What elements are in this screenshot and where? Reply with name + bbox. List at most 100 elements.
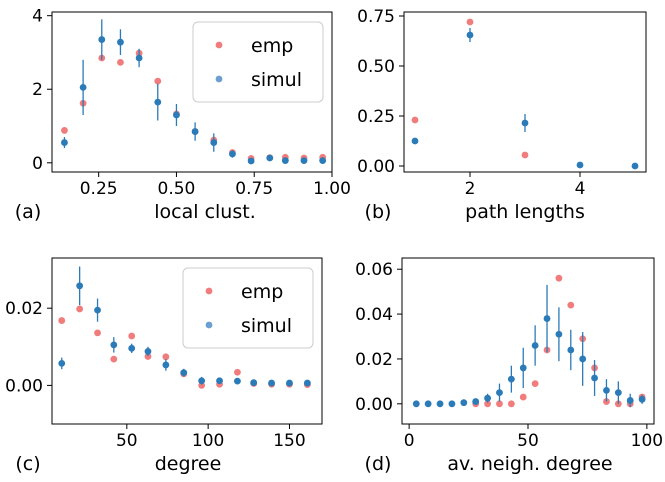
simul-point xyxy=(591,374,598,382)
simul-point xyxy=(210,139,218,146)
simul-point xyxy=(234,377,241,385)
x-axis-label: degree xyxy=(155,453,222,475)
simul-point xyxy=(466,31,474,39)
simul-point xyxy=(411,137,419,145)
simul-point xyxy=(79,84,87,91)
simul-point xyxy=(614,389,622,396)
emp-point xyxy=(128,332,136,340)
emp-point xyxy=(76,305,84,313)
simul-point xyxy=(117,38,124,46)
simul-point xyxy=(626,397,634,404)
y-tick-label: 4 xyxy=(32,7,43,27)
panel-b: 2 4 0.00 0.25 0.50 0.75 path lengths (b) xyxy=(357,7,647,223)
y-tick-label: 0 xyxy=(32,154,43,174)
simul-point xyxy=(436,400,444,408)
y-tick-label: 0.02 xyxy=(355,350,393,370)
x-tick-label: 50 xyxy=(116,431,138,451)
x-tick-label: 100 xyxy=(631,431,663,451)
x-tick-label: 50 xyxy=(517,431,539,451)
simul-point xyxy=(300,157,308,164)
simul-point xyxy=(579,355,587,363)
simul-point xyxy=(519,364,527,372)
emp-point xyxy=(496,400,503,408)
simul-point xyxy=(319,157,327,164)
legend-box xyxy=(192,21,324,103)
legend-label-emp: emp xyxy=(241,281,283,303)
simul-point xyxy=(110,341,118,349)
emp-point xyxy=(555,274,563,282)
simul-point xyxy=(98,36,106,43)
plot-frame xyxy=(401,257,655,425)
emp-point xyxy=(519,393,527,401)
x-axis-label: path lengths xyxy=(465,201,585,223)
y-tick-label: 0.00 xyxy=(5,376,43,396)
panel-label: (d) xyxy=(365,453,392,475)
simul-point xyxy=(303,379,311,387)
simul-point xyxy=(216,377,223,385)
simul-point xyxy=(496,389,503,396)
simul-point xyxy=(555,330,563,338)
simul-point xyxy=(638,395,646,403)
simul-point xyxy=(448,400,456,408)
plot-frame xyxy=(51,11,333,173)
simul-point xyxy=(191,128,199,135)
simul-point xyxy=(460,399,468,407)
x-tick-label: 100 xyxy=(192,431,224,451)
simul-point xyxy=(412,400,420,408)
simul-point xyxy=(521,119,529,127)
simul-point xyxy=(180,369,188,377)
simul-point xyxy=(472,398,480,405)
simul-point xyxy=(603,386,610,394)
legend-marker-emp xyxy=(215,41,223,49)
panel-d: 0 50 100 0.00 0.02 0.04 0.06 av. neigh. degree (… xyxy=(355,257,663,475)
y-tick-label: 0.00 xyxy=(355,395,393,415)
x-tick-label: 0.25 xyxy=(80,179,118,199)
y-tick-label: 0.04 xyxy=(355,305,393,325)
emp-point xyxy=(94,329,101,337)
panel-a: 0.25 0.50 0.75 1.00 0 2 4 local clust. (a) emp sim… xyxy=(15,7,351,223)
emp-point xyxy=(58,317,66,324)
panel-label: (a) xyxy=(15,201,41,223)
legend-label-simul: simul xyxy=(251,69,302,91)
simul-point xyxy=(173,111,180,119)
x-tick-label: 4 xyxy=(575,179,586,199)
emp-point xyxy=(567,301,575,309)
simul-point xyxy=(286,379,293,387)
simul-point xyxy=(576,161,584,169)
legend-box xyxy=(182,267,314,349)
x-axis-label: local clust. xyxy=(154,201,255,223)
emp-point xyxy=(144,353,152,360)
simul-point xyxy=(247,157,255,165)
simul-point xyxy=(507,375,515,383)
emp-point xyxy=(234,368,241,376)
simul-point xyxy=(266,154,274,162)
panel-c: 50 100 150 0.00 0.02 degree (c) emp simul xyxy=(5,257,323,475)
emp-point xyxy=(154,77,162,85)
simul-point xyxy=(61,139,68,146)
simul-point xyxy=(229,150,236,158)
panel-label: (b) xyxy=(365,201,392,223)
y-tick-label: 0.06 xyxy=(355,260,393,280)
simul-point xyxy=(484,394,491,402)
x-tick-label: 2 xyxy=(465,179,476,199)
simul-point xyxy=(198,377,206,385)
y-tick-label: 2 xyxy=(32,80,43,100)
panel-label: (c) xyxy=(15,453,40,475)
x-axis-label: av. neigh. degree xyxy=(447,453,612,475)
simul-point xyxy=(76,282,84,290)
emp-point xyxy=(466,18,474,26)
plot-frame xyxy=(51,257,323,425)
simul-point xyxy=(250,379,258,387)
legend-marker-emp xyxy=(205,287,213,295)
simul-point xyxy=(135,54,143,62)
simul-point xyxy=(631,162,639,170)
emp-point xyxy=(61,127,68,134)
simul-point xyxy=(144,348,152,355)
y-tick-label: 0.00 xyxy=(357,157,395,177)
simul-point xyxy=(281,157,289,164)
x-tick-label: 0.75 xyxy=(235,179,273,199)
simul-point xyxy=(567,346,575,354)
emp-point xyxy=(507,400,515,408)
y-tick-label: 0.02 xyxy=(5,299,43,319)
